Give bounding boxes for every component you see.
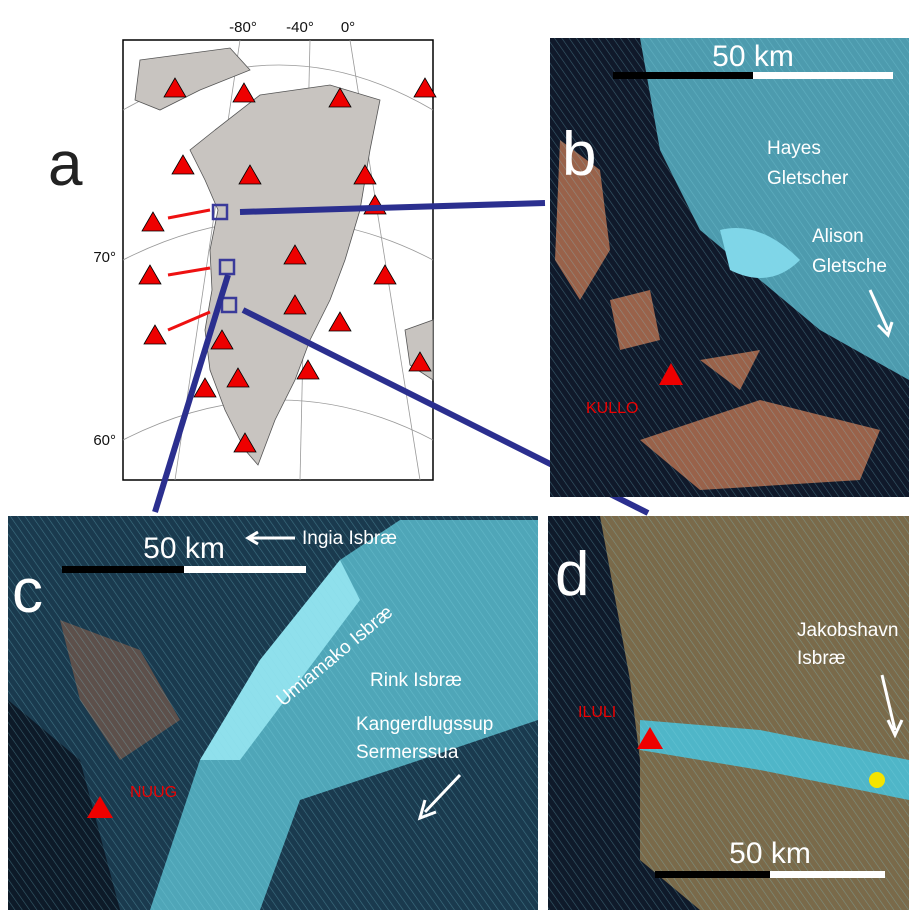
panel-c: 50 km c Ingia Isbræ Umiamako Isbræ Rink … xyxy=(8,516,538,910)
glacier-label: Rink Isbræ xyxy=(370,670,462,691)
panel-a: a -80° -40° 0° 70° 60° xyxy=(48,19,436,480)
lon-label: -40° xyxy=(286,19,314,36)
scale-label: 50 km xyxy=(143,532,225,565)
lon-label: -80° xyxy=(229,19,257,36)
station-label: ILULI xyxy=(578,704,616,721)
scale-label: 50 km xyxy=(712,40,794,73)
glacier-label: Gletscher xyxy=(767,168,849,189)
lat-label: 60° xyxy=(93,432,116,449)
panel-label: a xyxy=(48,130,83,199)
glacier-label: Hayes xyxy=(767,138,821,159)
panel-label: d xyxy=(555,540,589,609)
glacier-label: Gletsche xyxy=(812,256,887,277)
station-label: KULLO xyxy=(586,400,638,417)
panel-label: b xyxy=(562,120,596,189)
scale-label: 50 km xyxy=(729,837,811,870)
glacier-label: Alison xyxy=(812,226,864,247)
lat-label: 70° xyxy=(93,249,116,266)
glacier-label: Sermerssua xyxy=(356,742,459,763)
station-label: NUUG xyxy=(130,784,177,801)
glacier-label: Ingia Isbræ xyxy=(302,528,397,549)
glacier-label: Kangerdlugssup xyxy=(356,714,493,735)
lon-label: 0° xyxy=(341,19,355,36)
glacier-label: Jakobshavn xyxy=(797,620,898,641)
panel-b: 50 km b Hayes Gletscher Alison Gletsche … xyxy=(550,38,909,497)
panel-label: c xyxy=(12,557,43,626)
panel-d: 50 km d Jakobshavn Isbræ ILULI xyxy=(548,516,909,910)
glacier-label: Isbræ xyxy=(797,648,846,669)
figure: a -80° -40° 0° 70° 60° 50 km b Hayes Gle… xyxy=(0,0,909,910)
